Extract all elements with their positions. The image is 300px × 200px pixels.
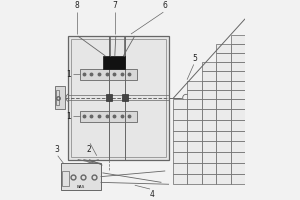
Bar	[231, 53, 245, 62]
Bar	[216, 62, 231, 71]
Bar	[231, 152, 245, 163]
Bar	[173, 109, 187, 120]
Bar	[106, 94, 112, 101]
Text: 8: 8	[74, 1, 79, 10]
Bar	[187, 174, 202, 184]
Bar	[103, 56, 125, 69]
Bar	[231, 90, 245, 99]
Bar	[80, 111, 137, 122]
Bar	[80, 69, 137, 80]
Bar	[187, 152, 202, 163]
Text: 1: 1	[66, 112, 71, 121]
Bar	[55, 86, 65, 109]
Bar	[187, 163, 202, 174]
Bar	[68, 36, 169, 160]
Text: 4: 4	[149, 190, 154, 199]
Bar	[202, 109, 216, 120]
Bar	[202, 141, 216, 152]
Bar	[173, 152, 187, 163]
Bar	[216, 141, 231, 152]
Bar	[231, 35, 245, 44]
Bar	[216, 152, 231, 163]
Bar	[216, 109, 231, 120]
Bar	[231, 62, 245, 71]
Bar	[202, 90, 216, 99]
Bar	[61, 171, 69, 186]
Bar	[216, 53, 231, 62]
Bar	[231, 163, 245, 174]
Bar	[231, 81, 245, 90]
Bar	[216, 99, 231, 109]
Bar	[202, 163, 216, 174]
Bar	[173, 131, 187, 141]
Bar	[216, 44, 231, 53]
Text: 5: 5	[192, 54, 197, 63]
Bar	[187, 81, 202, 90]
Bar	[216, 131, 231, 141]
Bar	[187, 90, 202, 99]
Bar	[187, 120, 202, 131]
Bar	[216, 81, 231, 90]
Text: 3: 3	[54, 145, 59, 154]
Bar	[202, 120, 216, 131]
Bar	[231, 44, 245, 53]
Bar	[202, 152, 216, 163]
Bar	[231, 131, 245, 141]
Text: 1: 1	[66, 70, 71, 79]
Bar	[202, 71, 216, 81]
Bar	[202, 131, 216, 141]
Bar	[173, 163, 187, 174]
Bar	[231, 120, 245, 131]
Text: BAS: BAS	[76, 185, 85, 189]
Bar	[216, 71, 231, 81]
Bar	[231, 174, 245, 184]
Text: 2: 2	[87, 145, 92, 154]
Bar	[202, 81, 216, 90]
Bar	[187, 99, 202, 109]
Bar	[202, 62, 216, 71]
Bar	[231, 141, 245, 152]
Bar	[216, 174, 231, 184]
Bar	[216, 163, 231, 174]
Bar	[122, 94, 128, 101]
Bar	[173, 141, 187, 152]
Bar	[202, 99, 216, 109]
Text: 6: 6	[163, 1, 168, 10]
Bar	[187, 131, 202, 141]
Bar	[187, 141, 202, 152]
Bar	[173, 99, 187, 109]
Bar	[216, 120, 231, 131]
Bar	[216, 90, 231, 99]
Bar	[173, 174, 187, 184]
Bar	[187, 109, 202, 120]
Bar	[202, 174, 216, 184]
Text: 7: 7	[112, 1, 117, 10]
Bar	[231, 71, 245, 81]
Bar	[173, 120, 187, 131]
Bar	[56, 90, 59, 105]
Bar	[231, 109, 245, 120]
Bar	[61, 163, 100, 190]
Bar	[231, 99, 245, 109]
